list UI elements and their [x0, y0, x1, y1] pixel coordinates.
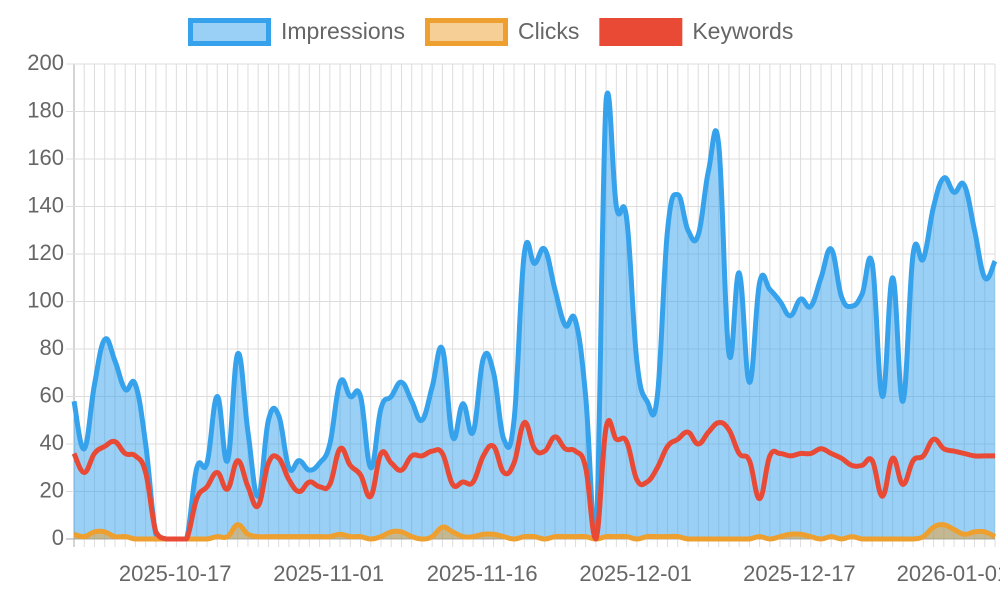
y-tick-label: 60 [40, 382, 64, 407]
legend-label: Keywords [692, 18, 793, 44]
legend-swatch [424, 18, 508, 46]
y-tick-label: 180 [27, 97, 64, 122]
y-tick-label: 0 [52, 525, 64, 550]
series-line [73, 522, 997, 542]
x-tick-label: 2025-12-01 [579, 561, 692, 586]
x-tick-label: 2025-11-01 [273, 561, 384, 586]
y-tick-label: 120 [27, 240, 64, 265]
series-area [74, 93, 995, 539]
legend-swatch [188, 18, 271, 46]
y-tick-label: 80 [40, 335, 64, 360]
y-tick-label: 140 [27, 192, 64, 217]
legend-swatch [599, 18, 683, 46]
y-tick-label: 200 [27, 50, 64, 75]
x-tick-label: 2025-12-17 [743, 561, 856, 586]
x-tick-label: 2026-01-01 [897, 561, 1000, 586]
series-line [71, 90, 998, 542]
legend-label: Impressions [281, 18, 405, 44]
y-tick-label: 20 [40, 477, 64, 502]
y-tick-label: 160 [27, 145, 64, 170]
series-line [71, 417, 995, 542]
legend-label: Clicks [518, 18, 579, 44]
x-tick-label: 2025-10-17 [119, 561, 232, 586]
y-tick-label: 100 [27, 287, 64, 312]
y-tick-label: 40 [40, 430, 64, 455]
x-tick-label: 2025-11-16 [427, 561, 538, 586]
